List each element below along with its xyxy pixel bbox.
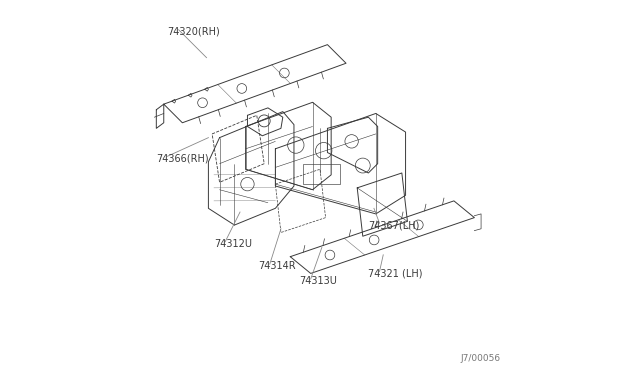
Text: 74312U: 74312U xyxy=(214,239,252,248)
Text: 74314R: 74314R xyxy=(259,261,296,271)
Text: 74367(LH): 74367(LH) xyxy=(369,220,420,230)
Text: 74320(RH): 74320(RH) xyxy=(168,27,220,36)
Text: 74313U: 74313U xyxy=(300,276,337,286)
Text: J7/00056: J7/00056 xyxy=(460,354,500,363)
Text: 74366(RH): 74366(RH) xyxy=(156,153,209,163)
Text: 74321 (LH): 74321 (LH) xyxy=(369,269,423,278)
Bar xyxy=(303,164,340,184)
